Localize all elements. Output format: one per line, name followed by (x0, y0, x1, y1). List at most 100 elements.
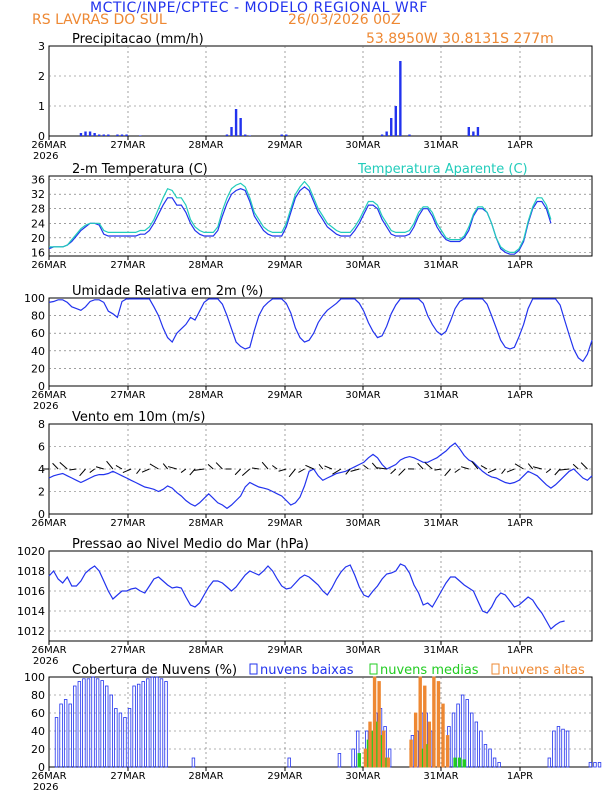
wind-xtick-label: 28MAR (188, 518, 223, 529)
precip-bar (116, 134, 119, 136)
wind-arrow (251, 467, 259, 470)
precip-bar (380, 134, 384, 136)
clouds-xtick-label: 1APR (507, 771, 533, 782)
precip-bar (248, 135, 251, 136)
wind-arrow (305, 464, 314, 470)
precip-bar (280, 134, 283, 136)
wind-arrow (460, 466, 469, 470)
precip-bar (394, 106, 397, 136)
precip-bar (385, 131, 388, 136)
wind-arrow (298, 468, 305, 473)
temp-xtick-label: 31MAR (423, 260, 458, 271)
clouds-ytick-label: 40 (31, 725, 45, 738)
rh-ytick-label: 0 (38, 380, 45, 393)
cloud-bar-0 (497, 762, 501, 768)
wind-xtick-label: 26MAR (31, 518, 66, 529)
wind-arrow (527, 463, 534, 470)
pres-year-label: 2026 (33, 656, 58, 667)
precip-bar (139, 135, 142, 136)
wind-arrow (532, 466, 542, 470)
cloud-bar-0 (77, 681, 82, 768)
precip-bar (79, 133, 83, 136)
cloud-bar-2 (427, 721, 432, 768)
location-label: RS LAVRAS DO SUL (32, 12, 167, 28)
cloud-bar-0 (127, 708, 132, 768)
wind-arrow (350, 468, 360, 472)
temp-ytick-label: 28 (31, 203, 45, 216)
precip-ytick-label: 1 (38, 100, 45, 113)
cloud-legend-label: nuvens baixas (260, 663, 354, 678)
wind-arrow (89, 468, 95, 473)
cloud-bar-0 (95, 678, 100, 768)
precip-title: Precipitacao (mm/h) (72, 32, 204, 47)
wind-arrow (506, 468, 515, 473)
cloud-bar-0 (351, 748, 355, 768)
wind-arrow (234, 468, 242, 476)
precip-bar (467, 127, 470, 136)
precip-bar (107, 134, 110, 136)
cloud-bar-0 (492, 757, 497, 768)
cloud-bar-0 (474, 721, 479, 768)
cloud-bar-2 (418, 676, 422, 768)
wind-arrow (122, 468, 132, 474)
cloud-bar-0 (63, 699, 68, 768)
wind-arrow (580, 462, 588, 470)
pres-ytick-label: 1018 (17, 565, 45, 578)
cloud-bar-0 (470, 712, 474, 768)
wind-arrow (59, 461, 68, 470)
pres-xtick-label: 30MAR (345, 645, 380, 656)
precip-xtick-label: 26MAR (31, 140, 66, 151)
temp-frame (48, 175, 593, 257)
clouds-xtick-label: 28MAR (188, 771, 223, 782)
clouds-ytick-label: 20 (31, 743, 45, 756)
cloud-bar-0 (73, 685, 77, 768)
wind-arrow (162, 463, 169, 470)
temp-xtick-label: 30MAR (345, 260, 380, 271)
clouds-ytick-label: 80 (31, 689, 45, 702)
precip-bar (88, 131, 92, 136)
cloud-bar-0 (552, 730, 556, 768)
wind-arrow (376, 467, 387, 470)
wind-arrow (106, 460, 114, 470)
cloud-bar-2 (372, 676, 377, 768)
wind-arrow (261, 461, 269, 470)
precip-bar (125, 134, 128, 136)
cloud-bar-0 (141, 681, 145, 768)
temp-xtick-label: 1APR (507, 260, 533, 271)
rh-series-line-0 (48, 298, 593, 363)
wind-arrow (149, 463, 159, 470)
rh-xtick-label: 28MAR (188, 390, 223, 401)
temp-xtick-label: 27MAR (110, 260, 145, 271)
rh-ytick-label: 80 (31, 310, 45, 323)
temp-legend: Temperatura Aparente (C) (357, 162, 528, 177)
wind-arrow (215, 462, 223, 470)
pres-xtick-label: 31MAR (423, 645, 458, 656)
cloud-bar-0 (54, 717, 59, 768)
wind-series-line-0 (48, 442, 593, 510)
pres-xtick-label: 1APR (507, 645, 533, 656)
cloud-bar-2 (409, 739, 413, 768)
wind-ytick-label: 2 (38, 486, 45, 499)
precip-frame (48, 45, 593, 137)
clouds-frame (48, 676, 593, 768)
precip-xtick-label: 29MAR (267, 140, 302, 151)
wind-arrow (189, 468, 196, 476)
wind-arrow (136, 468, 141, 475)
wind-arrow (52, 462, 59, 470)
pres-frame (48, 550, 593, 642)
precip-bar (390, 118, 393, 136)
cloud-bar-2 (436, 681, 441, 768)
clouds-xtick-label: 30MAR (345, 771, 380, 782)
pres-xtick-label: 27MAR (110, 645, 145, 656)
coords-label: 53.8950W 30.8131S 277m (366, 31, 554, 47)
wind-arrow (115, 465, 123, 470)
cloud-bar-0 (547, 757, 552, 768)
cloud-bar-0 (86, 678, 91, 768)
cloud-bar-0 (123, 717, 127, 768)
rh-ytick-label: 100 (24, 292, 45, 305)
precip-xtick-label: 27MAR (110, 140, 145, 151)
pres-xtick-label: 28MAR (188, 645, 223, 656)
temp-title: 2-m Temperatura (C) (72, 162, 208, 177)
rh-xtick-label: 29MAR (267, 390, 302, 401)
wind-arrow (371, 462, 378, 470)
